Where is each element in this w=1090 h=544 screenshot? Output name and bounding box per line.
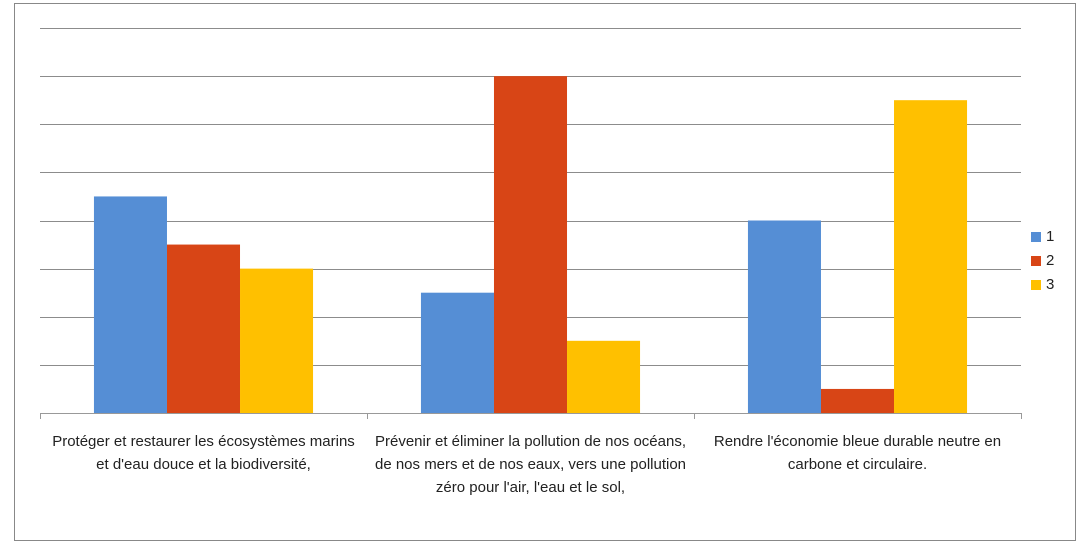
legend-label: 1 xyxy=(1046,228,1054,245)
legend-swatch xyxy=(1031,232,1041,242)
bar xyxy=(894,100,968,413)
bar xyxy=(567,340,641,413)
x-tick-label: Protéger et restaurer les écosystèmes ma… xyxy=(52,433,355,473)
bar xyxy=(820,388,895,413)
bar xyxy=(240,268,314,413)
x-tick-label: Rendre l'économie bleue durable neutre e… xyxy=(713,433,1002,473)
legend-label: 3 xyxy=(1046,276,1054,293)
bar xyxy=(747,220,821,413)
legend-swatch xyxy=(1031,256,1041,266)
bar xyxy=(420,292,494,413)
frame xyxy=(14,3,1076,541)
bar xyxy=(93,196,167,413)
x-tick-label: Prévenir et éliminer la pollution de nos… xyxy=(374,433,687,496)
legend-label: 2 xyxy=(1046,252,1054,269)
legend-swatch xyxy=(1031,280,1041,290)
bar xyxy=(166,244,241,413)
bar xyxy=(493,76,568,413)
